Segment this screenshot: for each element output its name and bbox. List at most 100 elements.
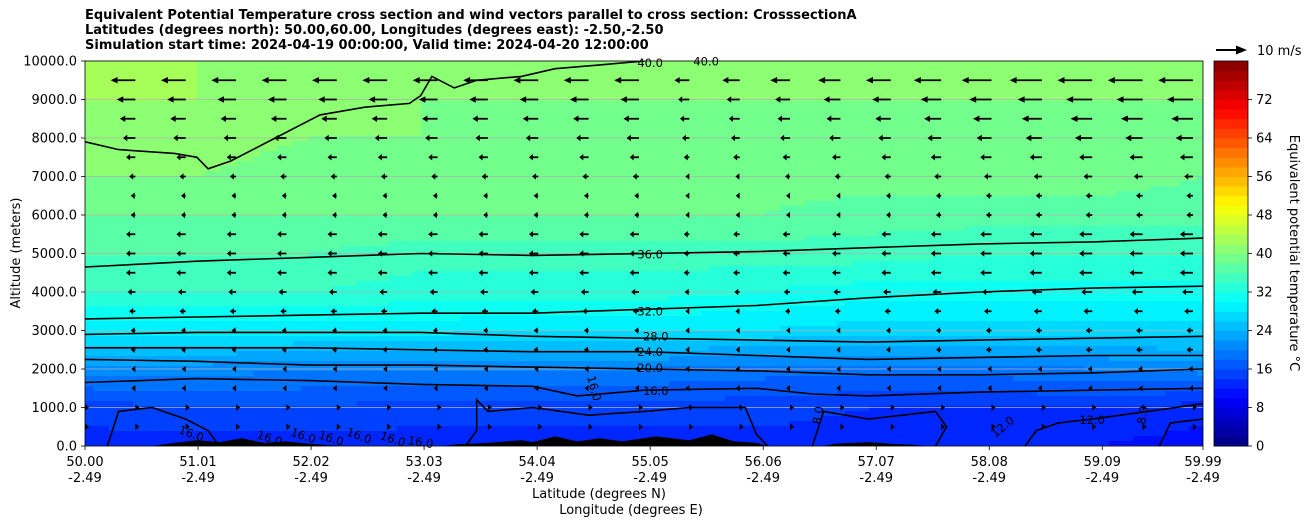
theta-e-fill-cell xyxy=(381,266,390,272)
theta-e-fill-cell xyxy=(589,156,598,162)
theta-e-fill-cell xyxy=(525,241,534,247)
theta-e-fill-cell xyxy=(269,126,278,132)
theta-e-fill-cell xyxy=(197,296,206,302)
theta-e-fill-cell xyxy=(205,76,214,82)
theta-e-fill-cell xyxy=(125,106,134,112)
theta-e-fill-cell xyxy=(461,91,470,97)
theta-e-fill-cell xyxy=(541,76,550,82)
theta-e-fill-cell xyxy=(397,401,406,407)
theta-e-fill-cell xyxy=(261,71,270,77)
theta-e-fill-cell xyxy=(541,301,550,307)
theta-e-fill-cell xyxy=(197,271,206,277)
theta-e-fill-cell xyxy=(397,226,406,232)
theta-e-fill-cell xyxy=(245,391,254,397)
theta-e-fill-cell xyxy=(405,426,414,432)
theta-e-fill-cell xyxy=(269,171,278,177)
theta-e-fill-cell xyxy=(389,351,398,357)
theta-e-fill-cell xyxy=(269,316,278,322)
theta-e-fill-cell xyxy=(141,431,150,437)
theta-e-fill-cell xyxy=(85,336,94,342)
theta-e-fill-cell xyxy=(205,346,214,352)
theta-e-fill-cell xyxy=(133,166,142,172)
theta-e-fill-cell xyxy=(285,151,294,157)
theta-e-fill-cell xyxy=(317,196,326,202)
theta-e-fill-cell xyxy=(349,276,358,282)
theta-e-fill-cell xyxy=(477,426,486,432)
theta-e-fill-cell xyxy=(477,166,486,172)
theta-e-fill-cell xyxy=(413,231,422,237)
theta-e-fill-cell xyxy=(101,106,110,112)
theta-e-fill-cell xyxy=(389,86,398,92)
theta-e-fill-cell xyxy=(101,231,110,237)
theta-e-fill-cell xyxy=(429,411,438,417)
theta-e-fill-cell xyxy=(437,231,446,237)
theta-e-fill-cell xyxy=(117,226,126,232)
theta-e-fill-cell xyxy=(549,346,558,352)
theta-e-fill-cell xyxy=(285,321,294,327)
theta-e-fill-cell xyxy=(453,321,462,327)
theta-e-fill-cell xyxy=(85,261,94,267)
theta-e-fill-cell xyxy=(261,321,270,327)
theta-e-fill-cell xyxy=(317,216,326,222)
theta-e-fill-cell xyxy=(117,311,126,317)
theta-e-fill-cell xyxy=(261,131,270,137)
theta-e-fill-cell xyxy=(157,206,166,212)
theta-e-fill-cell xyxy=(541,391,550,397)
theta-e-fill-cell xyxy=(477,141,486,147)
theta-e-fill-cell xyxy=(229,166,238,172)
theta-e-fill-cell xyxy=(245,346,254,352)
theta-e-fill-cell xyxy=(389,196,398,202)
theta-e-fill-cell xyxy=(493,211,502,217)
theta-e-fill-cell xyxy=(501,316,510,322)
theta-e-fill-cell xyxy=(461,96,470,102)
theta-e-fill-cell xyxy=(125,161,134,167)
theta-e-fill-cell xyxy=(429,256,438,262)
theta-e-fill-cell xyxy=(237,246,246,252)
theta-e-fill-cell xyxy=(141,101,150,107)
theta-e-fill-cell xyxy=(221,216,230,222)
theta-e-fill-cell xyxy=(301,301,310,307)
theta-e-fill-cell xyxy=(349,341,358,347)
theta-e-fill-cell xyxy=(309,61,318,67)
theta-e-fill-cell xyxy=(181,131,190,137)
theta-e-fill-cell xyxy=(85,96,94,102)
theta-e-fill-cell xyxy=(493,166,502,172)
theta-e-fill-cell xyxy=(149,386,158,392)
theta-e-fill-cell xyxy=(389,146,398,152)
theta-e-fill-cell xyxy=(197,196,206,202)
theta-e-fill-cell xyxy=(501,81,510,87)
theta-e-fill-cell xyxy=(293,131,302,137)
theta-e-fill-cell xyxy=(493,86,502,92)
theta-e-fill-cell xyxy=(597,356,606,362)
theta-e-fill-cell xyxy=(477,181,486,187)
theta-e-fill-cell xyxy=(477,126,486,132)
theta-e-fill-cell xyxy=(565,211,574,217)
theta-e-fill-cell xyxy=(157,266,166,272)
theta-e-fill-cell xyxy=(397,66,406,72)
theta-e-fill-cell xyxy=(101,191,110,197)
theta-e-fill-cell xyxy=(597,341,606,347)
theta-e-fill-cell xyxy=(445,126,454,132)
theta-e-fill-cell xyxy=(149,206,158,212)
theta-e-fill-cell xyxy=(445,276,454,282)
theta-e-fill-cell xyxy=(181,216,190,222)
theta-e-fill-cell xyxy=(461,231,470,237)
theta-e-fill-cell xyxy=(373,211,382,217)
theta-e-fill-cell xyxy=(501,241,510,247)
theta-e-fill-cell xyxy=(389,156,398,162)
theta-e-fill-cell xyxy=(589,216,598,222)
theta-e-fill-cell xyxy=(421,346,430,352)
theta-e-fill-cell xyxy=(293,226,302,232)
theta-e-fill-cell xyxy=(421,416,430,422)
theta-e-fill-cell xyxy=(333,336,342,342)
theta-e-fill-cell xyxy=(405,336,414,342)
theta-e-fill-cell xyxy=(357,301,366,307)
theta-e-fill-cell xyxy=(181,186,190,192)
theta-e-fill-cell xyxy=(213,231,222,237)
theta-e-fill-cell xyxy=(469,226,478,232)
theta-e-fill-cell xyxy=(349,306,358,312)
theta-e-fill-cell xyxy=(309,171,318,177)
theta-e-fill-cell xyxy=(509,91,518,97)
theta-e-fill-cell xyxy=(285,86,294,92)
theta-e-fill-cell xyxy=(365,221,374,227)
